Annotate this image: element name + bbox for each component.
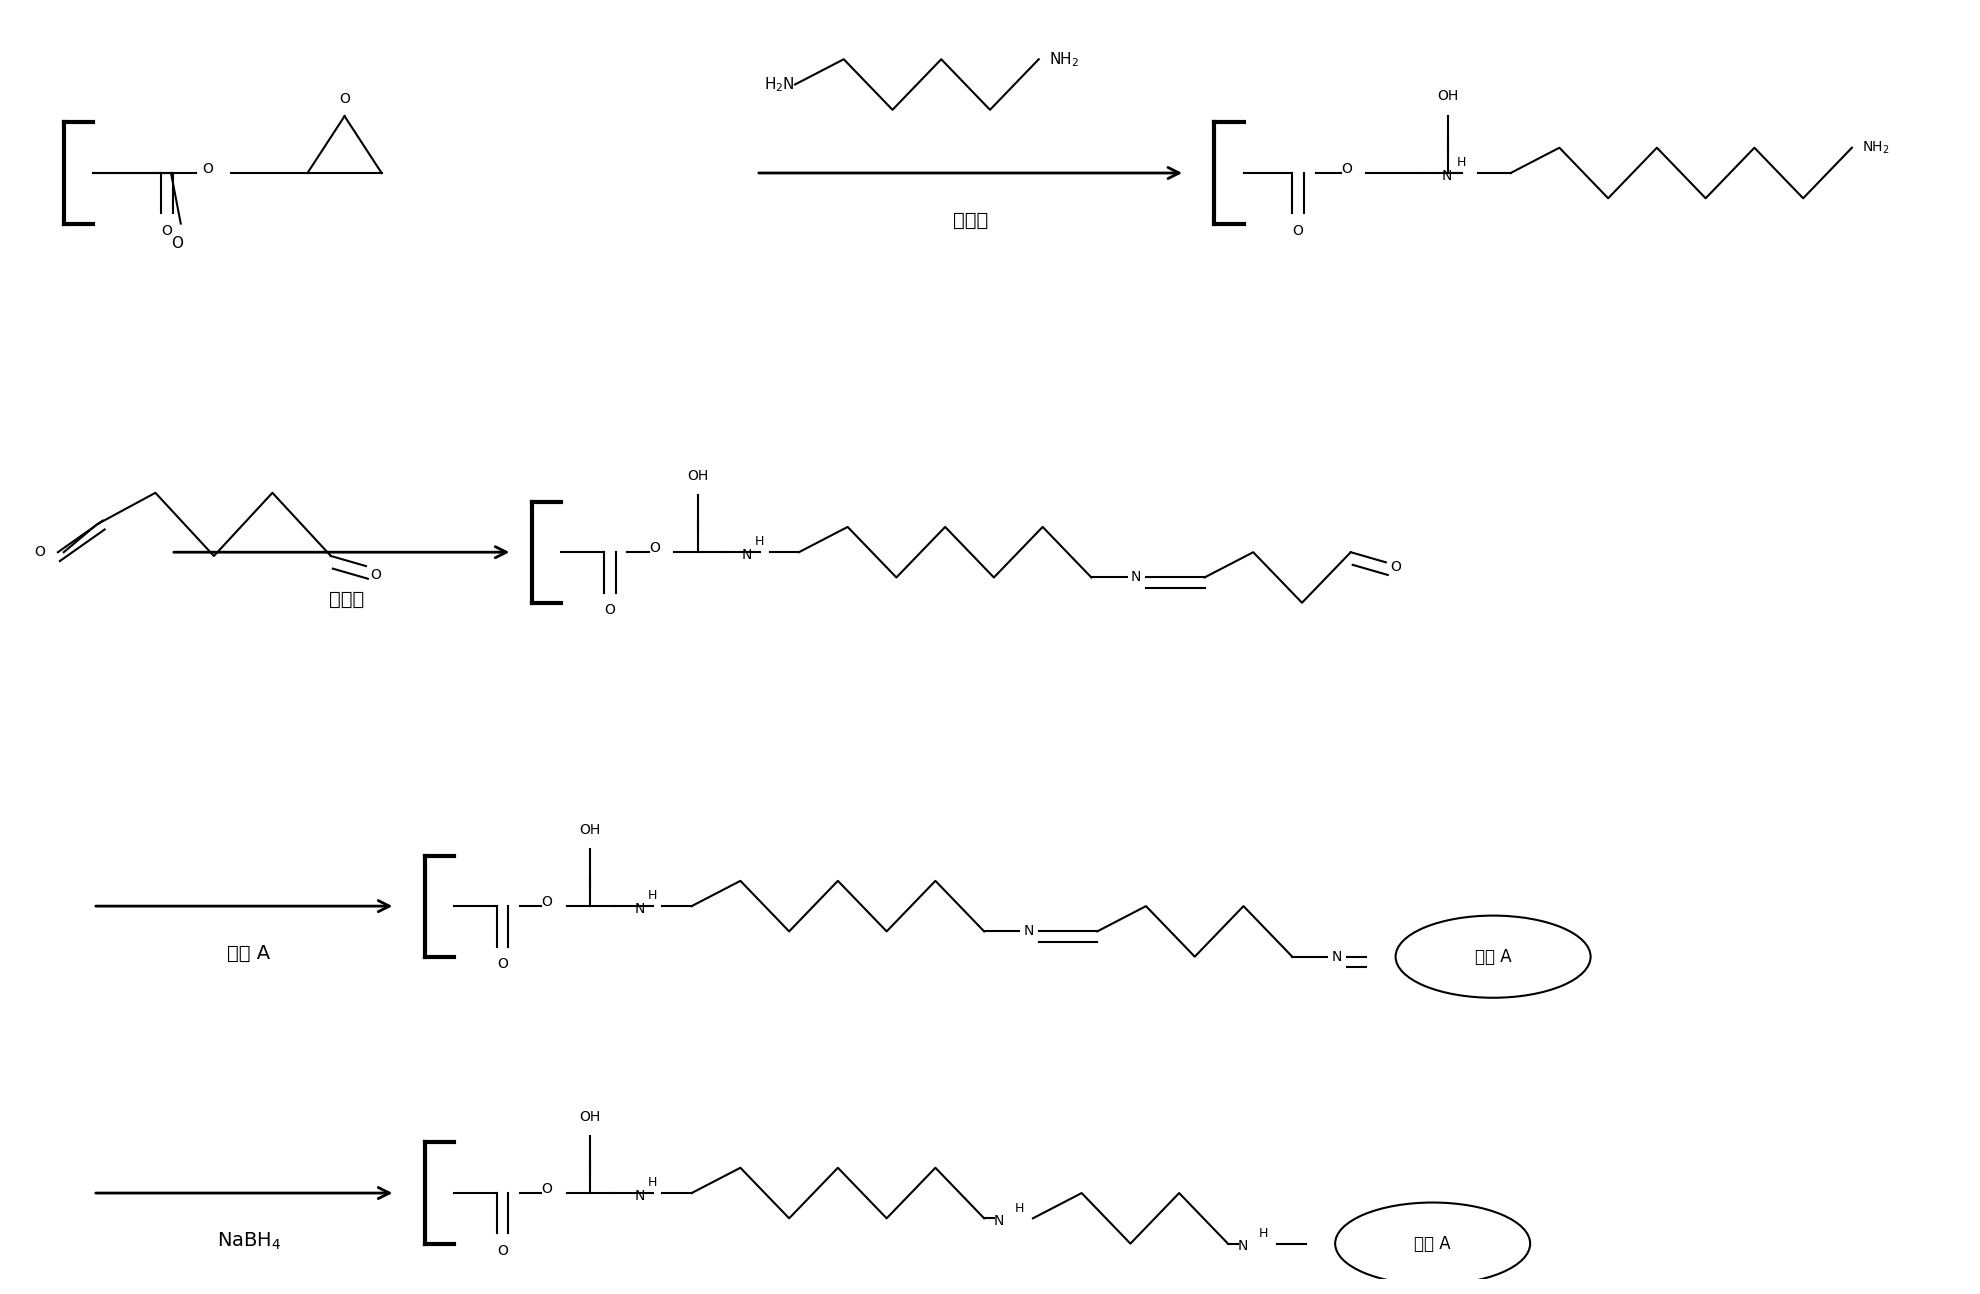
Text: H$_2$N: H$_2$N <box>764 75 796 94</box>
Text: OH: OH <box>580 1109 600 1123</box>
Text: OH: OH <box>687 468 709 483</box>
Text: O: O <box>339 92 350 106</box>
Text: OH: OH <box>1437 89 1459 104</box>
Text: N: N <box>1024 924 1034 938</box>
Text: N: N <box>634 1189 645 1202</box>
Text: N: N <box>1331 950 1342 964</box>
Text: 蛋白 A: 蛋白 A <box>1475 947 1511 965</box>
Text: H: H <box>647 1176 657 1189</box>
Text: O: O <box>370 568 380 582</box>
Text: H: H <box>1259 1227 1267 1240</box>
Text: O: O <box>541 1183 552 1196</box>
Text: N: N <box>1441 168 1451 182</box>
Text: O: O <box>162 224 172 238</box>
Text: O: O <box>497 956 509 970</box>
Text: NH$_2$: NH$_2$ <box>1049 50 1079 69</box>
Text: O: O <box>170 237 182 251</box>
Text: 蛋白 A: 蛋白 A <box>1414 1234 1451 1253</box>
Text: NaBH$_4$: NaBH$_4$ <box>216 1231 281 1253</box>
Text: H: H <box>754 536 764 549</box>
Text: H: H <box>1457 157 1467 170</box>
Text: N: N <box>1131 571 1140 585</box>
Text: 己二胺: 己二胺 <box>952 211 988 230</box>
Text: O: O <box>1293 224 1303 238</box>
Text: H: H <box>647 889 657 902</box>
Text: N: N <box>742 547 752 562</box>
Text: N: N <box>634 902 645 916</box>
Text: O: O <box>202 162 214 176</box>
Text: H: H <box>1014 1202 1024 1215</box>
Text: O: O <box>541 895 552 910</box>
Text: O: O <box>1340 162 1352 176</box>
Text: N: N <box>994 1214 1004 1228</box>
Text: O: O <box>604 603 616 617</box>
Text: N: N <box>1238 1240 1247 1253</box>
Text: OH: OH <box>580 823 600 837</box>
Text: NH$_2$: NH$_2$ <box>1861 140 1889 155</box>
Text: 戊二醇: 戊二醇 <box>329 590 364 609</box>
Text: O: O <box>34 545 46 559</box>
Text: O: O <box>649 541 659 555</box>
Text: O: O <box>1390 560 1400 575</box>
Text: O: O <box>497 1244 509 1258</box>
Text: 蛋白 A: 蛋白 A <box>228 945 271 963</box>
